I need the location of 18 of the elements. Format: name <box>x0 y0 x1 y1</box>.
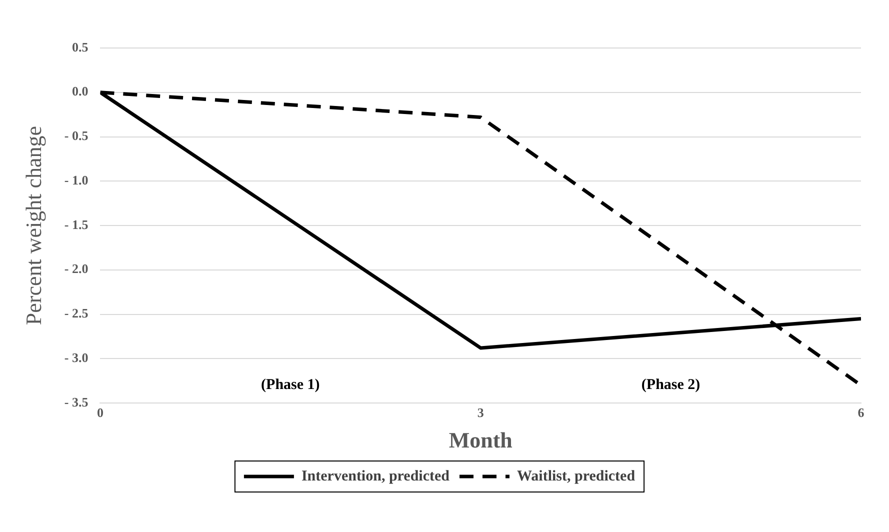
y-tick-label: - 0.5 <box>64 128 89 144</box>
y-tick-label: 0.0 <box>72 84 88 99</box>
y-tick-label: - 2.5 <box>64 306 89 321</box>
y-tick-label: - 3.5 <box>64 394 89 410</box>
x-tick-label: 3 <box>477 405 484 420</box>
annotation: (Phase 1) <box>261 376 320 393</box>
y-tick-label: - 2.0 <box>64 261 88 276</box>
y-axis-title: Percent weight change <box>20 126 46 326</box>
x-tick-label: 6 <box>858 405 865 420</box>
legend-label: Waitlist, predicted <box>516 468 636 484</box>
y-tick-label: 0.5 <box>72 39 89 54</box>
x-tick-label: 0 <box>96 405 104 420</box>
legend-label: Intervention, predicted <box>301 468 450 484</box>
annotation: (Phase 2) <box>641 376 700 393</box>
x-axis-title: Month <box>448 427 512 452</box>
y-tick-label: - 1.5 <box>64 216 89 232</box>
y-tick-label: - 3.0 <box>64 350 88 365</box>
y-tick-label: - 1.0 <box>64 172 88 188</box>
